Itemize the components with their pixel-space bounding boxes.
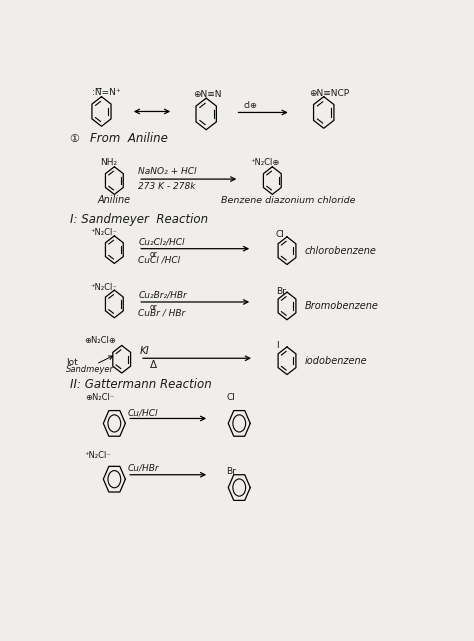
Text: ⊕N≡N: ⊕N≡N <box>193 90 222 99</box>
Text: 273 K - 278k: 273 K - 278k <box>138 182 196 191</box>
Text: Δ: Δ <box>150 360 157 370</box>
Text: ⊕N≡NCP: ⊕N≡NCP <box>309 88 349 97</box>
Text: Bromobenzene: Bromobenzene <box>305 301 379 311</box>
Text: ⁺N₂Cl⊕: ⁺N₂Cl⊕ <box>250 158 280 167</box>
Text: Br: Br <box>227 467 236 476</box>
Text: lot: lot <box>66 358 78 367</box>
Text: ⊕N₂Cl⊕: ⊕N₂Cl⊕ <box>84 337 116 345</box>
Text: or: or <box>149 303 157 312</box>
Text: CuCl /HCl: CuCl /HCl <box>138 255 180 264</box>
Text: Cu/HCl: Cu/HCl <box>127 408 158 417</box>
Text: iodobenzene: iodobenzene <box>305 356 367 366</box>
Text: II: Gattermann Reaction: II: Gattermann Reaction <box>70 378 211 392</box>
Text: ⁺N₂Cl⁻: ⁺N₂Cl⁻ <box>91 228 117 237</box>
Text: Cu/HBr: Cu/HBr <box>127 464 159 473</box>
Text: NaNO₂ + HCl: NaNO₂ + HCl <box>138 167 197 176</box>
Text: Cl: Cl <box>276 230 285 239</box>
Text: I: I <box>276 342 279 351</box>
Text: ⁺N₂Cl⁻: ⁺N₂Cl⁻ <box>91 283 117 292</box>
Text: Benzene diazonium chloride: Benzene diazonium chloride <box>221 196 356 205</box>
Text: cl⊕: cl⊕ <box>244 101 258 110</box>
Text: or: or <box>149 249 157 258</box>
Text: I: Sandmeyer  Reaction: I: Sandmeyer Reaction <box>70 213 208 226</box>
Text: Cu₂Br₂/HBr: Cu₂Br₂/HBr <box>138 290 187 299</box>
Text: ①: ① <box>70 133 80 144</box>
Text: chlorobenzene: chlorobenzene <box>305 246 376 256</box>
Text: ⁺N₂Cl⁻: ⁺N₂Cl⁻ <box>84 451 111 460</box>
Text: Aniline: Aniline <box>98 196 131 205</box>
Text: :N̅=N⁺: :N̅=N⁺ <box>92 88 121 97</box>
Text: Sandmeyer: Sandmeyer <box>66 365 114 374</box>
Text: ⊕N₂Cl⁻: ⊕N₂Cl⁻ <box>86 393 115 402</box>
Text: From  Aniline: From Aniline <box>91 132 168 145</box>
Text: Br: Br <box>276 287 286 296</box>
Text: NH₂: NH₂ <box>100 158 117 167</box>
Text: Cl: Cl <box>227 393 235 402</box>
Text: CuBr / HBr: CuBr / HBr <box>138 309 185 318</box>
Text: Cu₂Cl₂/HCl: Cu₂Cl₂/HCl <box>138 238 185 247</box>
Text: KI: KI <box>140 346 150 356</box>
